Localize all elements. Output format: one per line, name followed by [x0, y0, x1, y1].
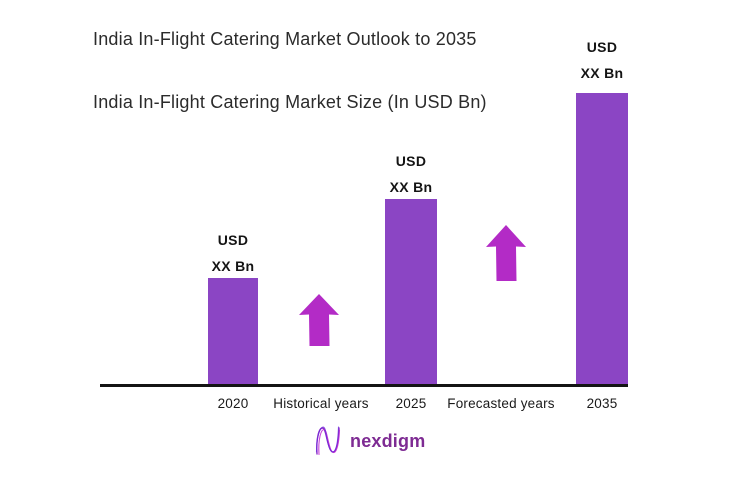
bar-value-line2: XX Bn: [389, 179, 433, 195]
x-tick-2025: 2025: [395, 396, 427, 411]
growth-arrow-icon: [486, 225, 526, 281]
growth-arrow-icon: [299, 294, 339, 346]
bar-value-line1: USD: [217, 232, 249, 248]
chart-title: India In-Flight Catering Market Outlook …: [93, 29, 477, 49]
x-annotation-forecasted: Forecasted years: [447, 396, 555, 411]
nexdigm-wordmark: nexdigm: [350, 430, 426, 451]
bar-2035: [576, 93, 628, 384]
x-axis-line: [100, 384, 628, 387]
x-tick-2020: 2020: [217, 396, 249, 411]
x-tick-2035: 2035: [586, 396, 618, 411]
nexdigm-logo-icon: [315, 426, 341, 456]
bar-value-line2: XX Bn: [580, 65, 624, 81]
chart-subtitle: India In-Flight Catering Market Size (In…: [93, 92, 487, 112]
bar-value-label-2025: USD XX Bn: [351, 148, 471, 200]
x-annotation-historical: Historical years: [273, 396, 369, 411]
bar-2020: [208, 278, 258, 384]
brand-logo: nexdigm: [313, 425, 425, 457]
bar-2025: [385, 199, 437, 384]
bar-value-line2: XX Bn: [211, 258, 255, 274]
bar-value-label-2020: USD XX Bn: [173, 227, 293, 279]
bar-value-label-2035: USD XX Bn: [542, 34, 662, 86]
bar-value-line1: USD: [586, 39, 618, 55]
bar-value-line1: USD: [395, 153, 427, 169]
